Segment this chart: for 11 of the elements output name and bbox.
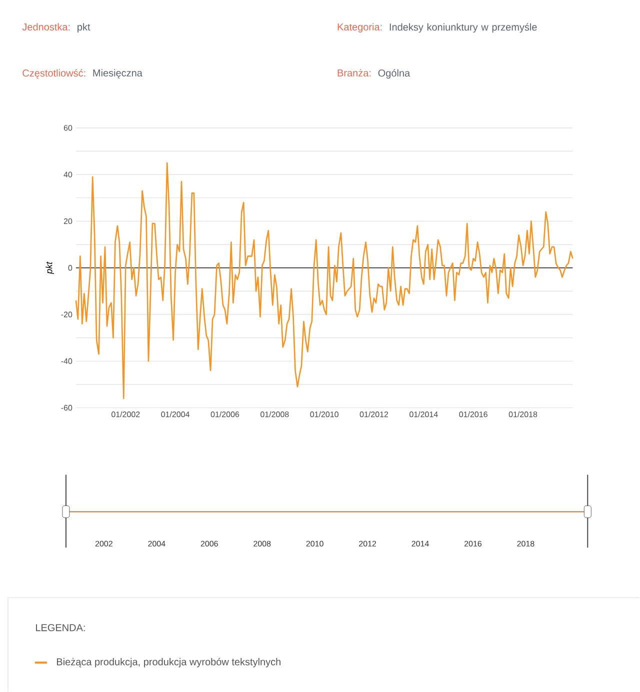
text: pkt — [78, 23, 90, 32]
text: Indeksy koniunktury w przemyśle — [390, 23, 537, 33]
text: Częstotliowść: — [22, 69, 86, 79]
text: Miesięczna — [93, 69, 142, 78]
text: Kategoria: — [338, 23, 382, 32]
y-axis-title: pkt — [46, 262, 54, 274]
text: Branża: — [338, 69, 371, 76]
legend-label: Bieżąca produkcja, produkcja wyrobów tekstylnych — [56, 658, 280, 668]
text: Ogólna — [378, 69, 410, 79]
text: Jednostka: — [22, 23, 70, 31]
legend-title: LEGENDA: — [36, 624, 85, 632]
